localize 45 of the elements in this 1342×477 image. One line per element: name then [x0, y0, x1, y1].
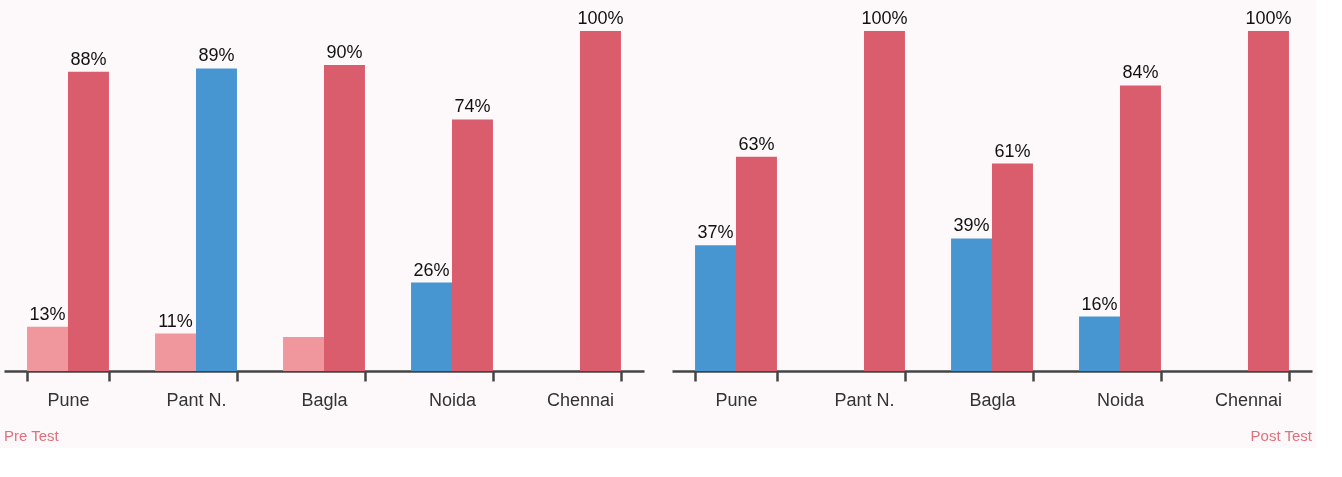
x-tick-label: Noida	[1096, 389, 1145, 410]
x-tick-label: Bagla	[969, 389, 1017, 410]
bar	[27, 326, 68, 371]
x-tick-label: Pant N.	[834, 389, 895, 410]
data-label: 39%	[953, 215, 990, 236]
data-label: 16%	[1081, 293, 1118, 314]
x-tick-label: Chennai	[1214, 389, 1283, 410]
data-label: 100%	[1245, 8, 1292, 28]
data-label: 88%	[70, 48, 107, 69]
data-label: 61%	[994, 140, 1031, 161]
text: Post Test	[1250, 427, 1313, 444]
bar	[695, 245, 736, 371]
data-label: 100%	[861, 8, 908, 28]
x-tick-label: Pune	[47, 389, 90, 410]
data-label: 63%	[738, 133, 775, 154]
bar	[580, 31, 621, 371]
bar	[736, 156, 777, 371]
data-label: 89%	[198, 45, 235, 66]
data-label: 11%	[158, 310, 193, 331]
data-label: 84%	[1122, 62, 1159, 83]
data-label: 26%	[413, 259, 450, 280]
bar	[1079, 316, 1120, 371]
data-label: 37%	[697, 222, 734, 243]
bar	[196, 68, 237, 371]
x-tick-label: Bagla	[301, 389, 349, 410]
bar	[324, 65, 365, 371]
bar	[951, 238, 992, 371]
bar	[452, 119, 493, 371]
x-tick-label: Pant N.	[166, 389, 227, 410]
text: Pre Test	[4, 427, 60, 444]
data-label: 100%	[577, 8, 624, 28]
bar	[155, 333, 196, 371]
x-tick-label: Chennai	[546, 389, 615, 410]
bar	[864, 31, 905, 371]
bar	[1248, 31, 1289, 371]
data-label: 74%	[454, 96, 491, 117]
bar	[1120, 85, 1161, 371]
x-tick-label: Noida	[428, 389, 477, 410]
bar	[68, 71, 109, 371]
bar	[283, 337, 324, 371]
bar	[992, 163, 1033, 371]
bar	[411, 282, 452, 371]
data-label: 90%	[326, 42, 363, 62]
x-tick-label: Pune	[715, 389, 758, 410]
data-label: 13%	[29, 303, 66, 324]
